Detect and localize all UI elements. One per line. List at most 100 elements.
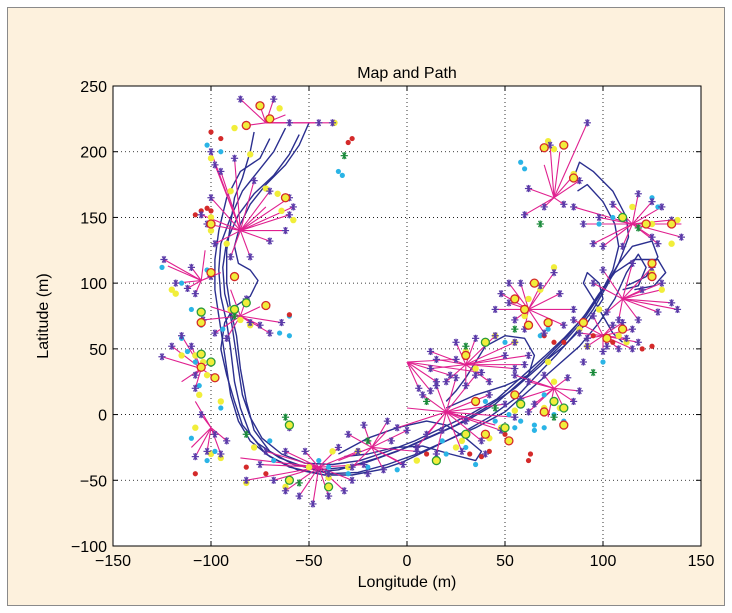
ray-line <box>618 298 624 321</box>
green-star-marker <box>423 397 431 406</box>
red-dot <box>639 346 645 352</box>
red-dot <box>467 451 473 457</box>
star-marker <box>583 342 591 350</box>
cyan-dot <box>394 467 400 473</box>
green-ring-marker <box>196 349 206 359</box>
star-marker <box>622 334 631 342</box>
yellow-dot <box>544 358 552 366</box>
cyan-dot <box>541 392 547 398</box>
ray-line <box>210 197 241 231</box>
red-ring-marker <box>666 219 677 229</box>
plot-area <box>158 95 685 508</box>
red-ring-marker <box>539 407 549 417</box>
ray-line <box>435 385 447 413</box>
figure-panel: −150 −100 −50 0 50 100 150 −100 −50 0 50 100 150 200… <box>7 7 725 606</box>
star-marker <box>211 329 219 337</box>
red-ring-marker <box>559 140 569 150</box>
star-marker <box>217 450 225 458</box>
yellow-dot <box>168 286 175 293</box>
ray-line <box>553 197 565 205</box>
ray-line <box>445 411 482 442</box>
ray-line <box>285 450 320 468</box>
yellow-dot <box>192 424 199 431</box>
star-marker <box>403 426 411 434</box>
yellow-dot <box>207 155 215 162</box>
star-marker <box>634 190 642 198</box>
star-marker <box>521 211 529 219</box>
star-marker <box>595 213 603 222</box>
ray-line <box>426 411 447 435</box>
star-marker <box>658 279 666 287</box>
star-marker <box>648 233 656 241</box>
ray-line <box>239 230 251 258</box>
y-tick-label: 150 <box>80 210 107 227</box>
red-ring-marker <box>602 333 612 343</box>
green-ring-marker <box>559 403 569 413</box>
cyan-dot <box>610 214 616 221</box>
yellow-dot <box>227 187 234 195</box>
yellow-dot <box>217 398 224 405</box>
star-marker <box>668 299 676 307</box>
ray-line <box>543 164 555 198</box>
y-tick-label: 200 <box>80 145 107 162</box>
ray-line <box>318 450 359 468</box>
red-ring-marker <box>510 294 520 304</box>
green-ring-marker <box>480 337 491 347</box>
ray-line <box>240 315 271 334</box>
star-marker <box>511 413 519 421</box>
y-tick-label: 100 <box>80 276 107 293</box>
cyan-dot <box>196 383 202 389</box>
star-marker <box>217 167 225 176</box>
ray-line <box>632 206 663 225</box>
green-ring-marker <box>431 455 442 466</box>
green-ring-marker <box>229 304 240 315</box>
star-marker <box>348 463 356 471</box>
ray-line <box>592 315 604 336</box>
red-ring-marker <box>461 350 471 361</box>
red-ring-marker <box>523 320 534 330</box>
star-marker <box>211 430 219 438</box>
ray-line <box>298 466 320 497</box>
ray-line <box>465 335 496 366</box>
cyan-dot <box>537 333 543 339</box>
star-marker <box>511 371 519 379</box>
green-ring-marker <box>617 212 628 223</box>
yellow-dot <box>274 190 281 197</box>
ray-line <box>371 446 398 462</box>
x-tick-label: 0 <box>403 553 412 570</box>
ray-line <box>622 298 672 304</box>
star-marker <box>477 368 486 377</box>
cyan-dot <box>512 425 518 431</box>
star-marker <box>340 487 348 495</box>
x-tick-label: −50 <box>295 553 322 570</box>
star-marker <box>432 378 440 386</box>
star-marker <box>277 318 286 327</box>
star-marker <box>191 371 199 379</box>
star-marker <box>673 305 682 314</box>
yellow-dot <box>247 151 254 158</box>
star-marker <box>462 382 470 390</box>
map-path-chart: −150 −100 −50 0 50 100 150 −100−50050100150200… <box>35 65 714 591</box>
star-marker <box>491 305 499 314</box>
red-ring-marker <box>206 267 216 278</box>
red-ring-marker <box>510 390 520 400</box>
cyan-dot <box>212 448 218 454</box>
yellow-dot <box>329 448 336 455</box>
yellow-dot <box>615 332 622 339</box>
red-ring-marker <box>641 219 651 229</box>
grid-lines <box>113 86 701 546</box>
ray-line <box>214 164 241 231</box>
ray-line <box>371 429 388 448</box>
cyan-dot <box>482 398 488 405</box>
ray-line <box>406 361 420 389</box>
star-marker <box>270 476 278 484</box>
star-marker <box>419 391 427 399</box>
ray-line <box>371 447 384 471</box>
star-marker <box>183 284 192 292</box>
ray-line <box>528 309 545 334</box>
ray-line <box>240 206 267 231</box>
ray-line <box>553 387 574 402</box>
yellow-dot <box>550 378 558 385</box>
red-ring-marker <box>196 317 206 328</box>
green-ring-marker <box>500 423 510 433</box>
